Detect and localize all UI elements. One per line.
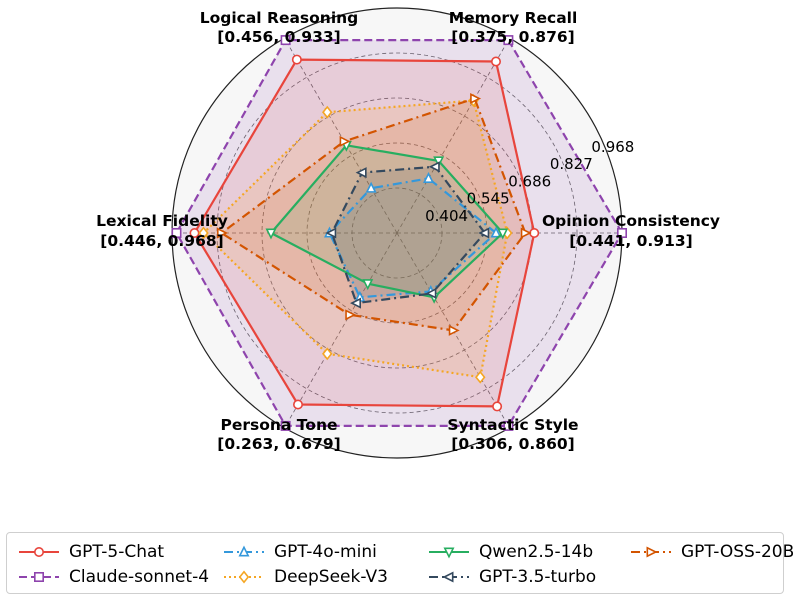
point-gpt-3-5-turbo-persona-tone (350, 297, 362, 309)
axis-label-logical-reasoning: Logical Reasoning (200, 9, 359, 27)
point-gpt-5-chat-logical-reasoning (291, 54, 302, 65)
legend-item-gpt-5-chat: GPT-5-Chat (17, 541, 164, 563)
legend-label: Claude-sonnet-4 (69, 567, 210, 587)
series-fill-gpt-3-5-turbo (331, 166, 485, 304)
legend-label: GPT-4o-mini (274, 542, 377, 562)
legend-marker (442, 571, 454, 583)
axis-label-memory-recall: Memory Recall (449, 9, 578, 27)
point-gpt-3-5-turbo-memory-recall (428, 161, 440, 173)
radial-tick-label: 0.404 (425, 207, 468, 225)
point-gpt-4o-mini-memory-recall (423, 171, 434, 183)
legend: GPT-5-Chat Claude-sonnet-4 GPT-4o-mini Deep… (6, 532, 793, 594)
axis-range-lexical-fidelity: [0.446, 0.968] (100, 232, 224, 250)
point-gpt-5-chat-persona-tone (292, 399, 303, 410)
legend-marker (238, 545, 250, 557)
axis-label-lexical-fidelity: Lexical Fidelity (96, 212, 228, 230)
legend-label: DeepSeek-V3 (274, 567, 388, 587)
point-gpt-4o-mini-logical-reasoning (365, 181, 377, 193)
point-qwen2-5-14b-memory-recall (433, 156, 445, 168)
legend-item-gpt-3-5-turbo: GPT-3.5-turbo (427, 566, 596, 588)
point-gpt-oss-20b-persona-tone (345, 309, 357, 321)
legend-label: GPT-OSS-20B (681, 542, 793, 562)
legend-item-gpt-4o-mini: GPT-4o-mini (222, 541, 377, 563)
point-qwen2-5-14b-persona-tone (362, 279, 374, 291)
legend-label: GPT-5-Chat (69, 542, 165, 562)
point-gpt-4o-mini-opinion-consistency (490, 226, 502, 238)
radial-tick-label: 0.827 (550, 155, 593, 173)
axis-label-syntactic-style: Syntactic Style (447, 416, 578, 434)
legend-item-deepseek-v3: DeepSeek-V3 (222, 566, 388, 588)
legend-swatch (19, 547, 59, 557)
radial-tick-label: 0.686 (508, 172, 551, 190)
point-gpt-3-5-turbo-syntactic-style (425, 287, 437, 299)
point-deepseek-v3-logical-reasoning (322, 105, 333, 119)
axis-range-opinion-consistency: [0.441, 0.913] (569, 232, 693, 250)
point-gpt-oss-20b-logical-reasoning (339, 135, 351, 147)
point-claude-sonnet-4-persona-tone (280, 420, 291, 431)
legend-marker (33, 572, 44, 582)
axis-range-memory-recall: [0.375, 0.876] (451, 28, 575, 46)
axis-range-syntactic-style: [0.306, 0.860] (451, 435, 575, 453)
point-gpt-oss-20b-opinion-consistency (520, 227, 532, 239)
axis-label-persona-tone: Persona Tone (221, 416, 338, 434)
series-fill-deepseek-v3 (203, 100, 508, 378)
legend-label: GPT-3.5-turbo (479, 567, 597, 587)
legend-swatch (224, 570, 264, 584)
series-fill-gpt-4o-mini (329, 178, 496, 298)
radial-tick-label: 0.968 (591, 138, 634, 156)
legend-swatch (631, 546, 671, 558)
legend-swatch (224, 545, 264, 557)
series-fill-gpt-5-chat (194, 59, 535, 407)
point-qwen2-5-14b-opinion-consistency (497, 228, 509, 240)
point-claude-sonnet-4-logical-reasoning (280, 35, 291, 46)
point-gpt-oss-20b-memory-recall (470, 93, 482, 105)
legend-marker (33, 547, 44, 557)
spoke-memory-recall (396, 37, 510, 234)
legend-swatch (429, 547, 469, 559)
legend-item-gpt-oss-20b: GPT-OSS-20B (629, 541, 793, 563)
point-deepseek-v3-persona-tone (322, 347, 333, 361)
spoke-logical-reasoning (284, 37, 398, 234)
series-fill-qwen2-5-14b (271, 145, 503, 298)
point-gpt-oss-20b-lexical-fidelity (217, 227, 228, 239)
point-gpt-5-chat-memory-recall (490, 56, 501, 67)
radial-tick-label: 0.545 (467, 190, 510, 208)
point-claude-sonnet-4-opinion-consistency (616, 228, 627, 239)
axis-range-logical-reasoning: [0.456, 0.933] (217, 28, 341, 46)
legend-marker (238, 570, 250, 584)
legend-swatch (429, 571, 469, 583)
point-deepseek-v3-lexical-fidelity (198, 226, 209, 240)
point-qwen2-5-14b-lexical-fidelity (265, 228, 277, 240)
point-gpt-5-chat-syntactic-style (492, 401, 503, 412)
grid-circle-4 (216, 52, 578, 414)
legend-item-claude-sonnet-4: Claude-sonnet-4 (17, 566, 209, 588)
axis-range-persona-tone: [0.263, 0.679] (217, 435, 341, 453)
legend-item-qwen2-5-14b: Qwen2.5-14b (427, 541, 593, 563)
legend-marker (646, 546, 658, 558)
axis-label-opinion-consistency: Opinion Consistency (542, 212, 720, 230)
point-gpt-3-5-turbo-logical-reasoning (355, 167, 367, 179)
legend-label: Qwen2.5-14b (479, 542, 594, 562)
spoke-persona-tone (284, 232, 398, 429)
series-fill-claude-sonnet-4 (176, 40, 622, 426)
point-gpt-3-5-turbo-lexical-fidelity (325, 227, 337, 239)
point-claude-sonnet-4-syntactic-style (503, 420, 514, 431)
point-claude-sonnet-4-memory-recall (503, 35, 514, 46)
legend-swatch (19, 572, 59, 582)
point-claude-sonnet-4-lexical-fidelity (171, 228, 182, 239)
point-gpt-oss-20b-syntactic-style (448, 324, 460, 336)
point-gpt-3-5-turbo-opinion-consistency (478, 227, 490, 239)
point-deepseek-v3-syntactic-style (475, 370, 486, 384)
legend-marker (443, 547, 455, 559)
